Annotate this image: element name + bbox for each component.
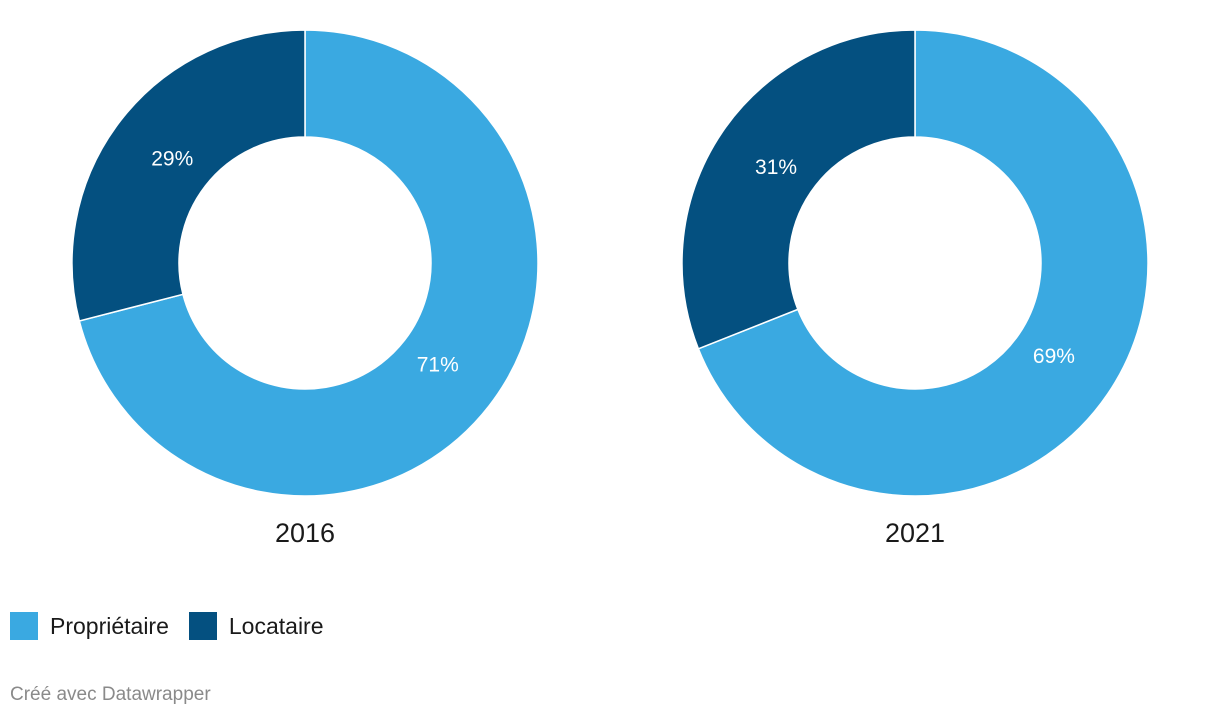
- legend-swatch-proprietaire: [10, 612, 38, 640]
- slice-label-2016-1: 29%: [151, 148, 193, 171]
- slice-label-2016-0: 71%: [417, 354, 459, 377]
- legend-item-locataire[interactable]: Locataire: [188, 612, 324, 640]
- chart-title-2021: 2021: [885, 518, 945, 548]
- legend-swatch-locataire: [188, 612, 217, 640]
- slice-label-2021-0: 69%: [1033, 345, 1075, 368]
- legend-label-locataire: Locataire: [228, 612, 324, 639]
- legend: Propriétaire Locataire: [10, 612, 344, 640]
- slice-2016-Propriétaire[interactable]: [78, 29, 539, 497]
- slice-2021-Locataire[interactable]: [681, 29, 916, 350]
- slice-2016-Locataire[interactable]: [71, 29, 306, 322]
- legend-label-proprietaire: Propriétaire: [50, 612, 169, 639]
- donut-charts: 71% 29% 2016 69% 31% 2021: [71, 29, 1149, 548]
- slice-2021-Propriétaire[interactable]: [697, 29, 1149, 497]
- chart-title-2016: 2016: [275, 518, 335, 548]
- footer-credit[interactable]: Créé avec Datawrapper: [10, 684, 211, 705]
- slice-label-2021-1: 31%: [755, 156, 797, 179]
- legend-item-proprietaire[interactable]: Propriétaire: [10, 612, 169, 640]
